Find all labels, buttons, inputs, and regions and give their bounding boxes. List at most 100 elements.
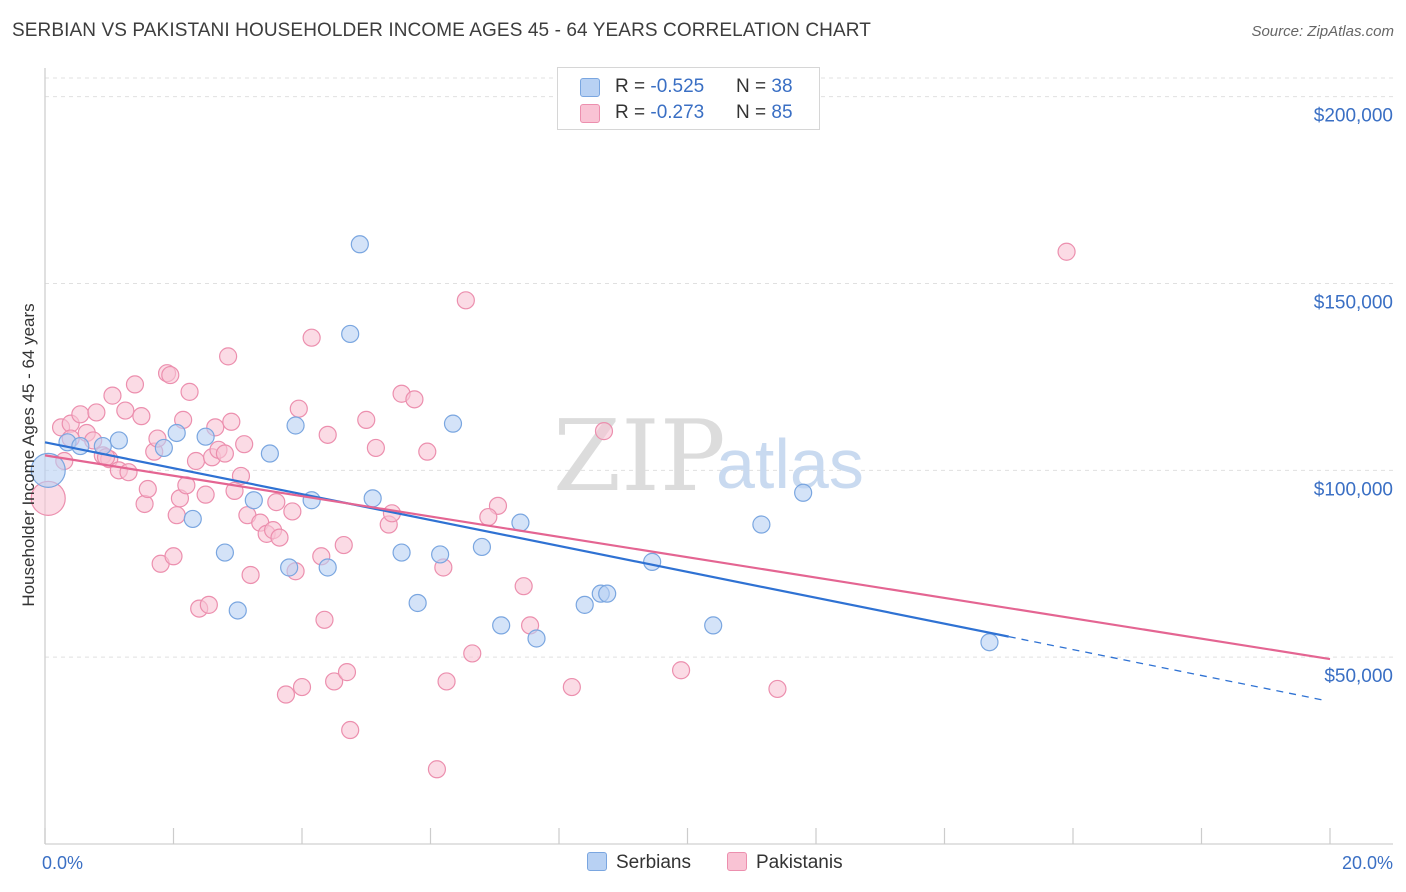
pakistani-point [219,347,238,366]
serbians-swatch [580,78,600,97]
pakistanis-n-value: 85 [771,102,793,123]
pakistani-point [514,577,533,596]
pakistanis-trend-line [44,454,1331,661]
x-tick-label: 20.0% [1342,853,1393,873]
pakistani-point [456,291,475,310]
pakistani-point [87,403,106,422]
chart-title: SERBIAN VS PAKISTANI HOUSEHOLDER INCOME … [12,20,871,41]
serbian-point [575,595,594,614]
serbian-point [431,545,450,564]
serbians-r-label: R = [615,76,651,97]
serbian-point [215,543,234,562]
pakistani-point [479,507,498,527]
y-axis-label: Householder Income Ages 45 - 64 years [19,303,38,606]
serbian-point [752,515,771,534]
pakistanis-n: N = 85 [736,102,793,124]
serbian-point [318,558,337,577]
pakistanis-n-label: N = [736,102,772,123]
pakistani-point [283,502,302,521]
pakistani-point [337,663,357,682]
serbian-point [598,584,617,603]
watermark-zip: ZIP [553,400,726,514]
pakistani-point [325,672,344,691]
pakistani-point [292,677,312,697]
serbian-point [794,483,813,502]
pakistani-point [196,485,215,504]
pakistani-point [276,685,296,704]
pakistani-point [116,401,135,420]
pakistani-point [199,595,218,614]
pakistani-point [119,463,138,482]
tick-labels: $50,000 $100,000 $150,000 $200,000 0.0% 20.0% [42,106,1393,873]
serbian-point [392,543,411,562]
serbian-point [363,489,382,508]
serbian-point [183,509,202,529]
serbian-point [244,491,263,510]
watermark: ZIP atlas [553,400,864,514]
serbian-point [341,324,360,344]
pakistani-point [768,679,787,699]
serbian-point [511,513,530,532]
pakistani-point [302,328,321,347]
serbians-n: N = 38 [736,76,793,98]
y-tick-label: $100,000 [1314,479,1393,500]
pakistani-point [1057,242,1076,261]
serbian-point [350,235,369,254]
serbian-point [71,436,90,456]
trend-lines [44,441,1331,701]
pakistani-point [463,644,482,663]
serbian-point [704,616,723,635]
serbian-point [408,593,427,613]
source-label: Source: ZipAtlas.com [1251,23,1394,40]
pakistani-point [427,760,447,779]
pakistani-point [135,494,154,514]
pakistani-point [671,661,691,680]
pakistani-point [164,547,183,566]
pakistani-point [289,399,308,418]
serbian-point [196,427,215,446]
pakistani-point [594,422,614,441]
serbian-point [980,633,999,652]
serbians-r: R = -0.525 [615,76,704,98]
pakistani-point [318,425,337,444]
pakistanis-bottom-swatch [727,852,747,871]
y-tick-label: $200,000 [1314,106,1393,127]
pakistani-point [186,451,206,471]
pakistani-point [103,386,122,405]
pakistanis-r-label: R = [615,102,651,123]
serbian-point [472,537,491,557]
serbian-point [109,431,128,450]
pakistani-point [138,479,157,499]
pakistani-point [222,412,241,431]
pakistanis-legend-label: Pakistanis [756,852,843,873]
pakistani-point [71,405,90,424]
serbians-n-label: N = [736,76,772,97]
serbian-point [527,629,546,648]
serbians-legend-label: Serbians [616,852,691,873]
pakistani-point [267,493,286,512]
serbian-point [286,416,305,435]
pakistani-point [125,375,145,394]
serbian-point [260,444,279,463]
pakistani-point [167,506,186,525]
pakistani-point [132,407,151,426]
data-points [30,235,1076,779]
y-tick-label: $150,000 [1314,293,1393,314]
serbians-trend-line [44,441,1009,638]
pakistani-point [366,438,385,458]
pakistani-point [270,528,289,547]
pakistani-point [161,365,180,385]
correlation-legend: R = -0.525 N = 38 R = -0.273 N = 85 [557,67,820,130]
pakistani-point [341,720,360,740]
bottom-legend-pakistanis: Pakistanis [727,852,843,874]
serbian-point [280,558,299,577]
serbian-point [492,616,511,635]
pakistanis-swatch [580,104,600,123]
serbian-point [167,423,186,443]
pakistani-point [418,442,437,461]
serbians-n-value: 38 [771,76,793,97]
serbians-bottom-swatch [587,852,607,871]
serbian-point [30,452,66,488]
bottom-legend-serbians: Serbians [587,852,691,874]
